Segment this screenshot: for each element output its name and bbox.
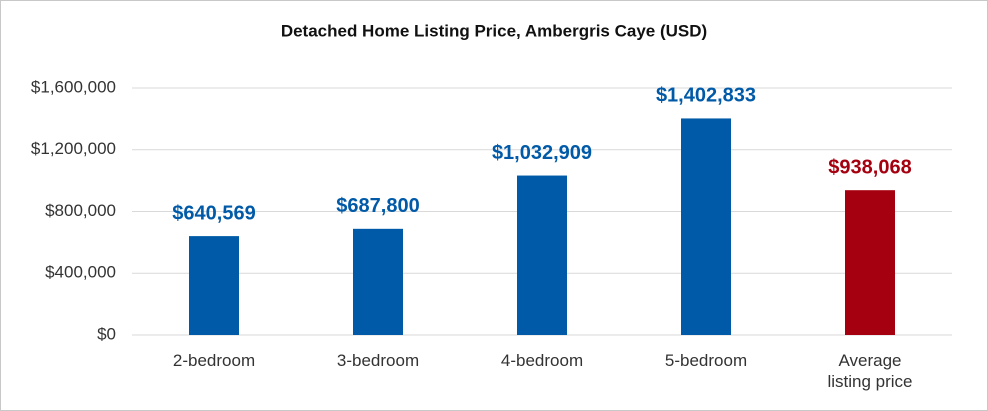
chart-title: Detached Home Listing Price, Ambergris C… — [281, 21, 707, 40]
y-tick-label: $400,000 — [45, 263, 116, 282]
bar — [845, 190, 895, 335]
bar — [681, 118, 731, 335]
y-tick-label: $1,600,000 — [31, 77, 116, 96]
data-label: $1,402,833 — [656, 85, 756, 107]
y-tick-label: $1,200,000 — [31, 139, 116, 158]
x-tick-label: 4-bedroom — [500, 351, 584, 370]
x-tick-label: 2-bedroom — [172, 351, 256, 370]
bar — [189, 236, 239, 335]
y-tick-label: $0 — [97, 324, 116, 343]
bar — [517, 175, 567, 335]
data-label: $640,569 — [172, 202, 255, 224]
x-tick-label: Average listing price — [827, 351, 913, 391]
data-label: $687,800 — [336, 195, 419, 217]
x-tick-label: 3-bedroom — [336, 351, 420, 370]
bar — [353, 228, 403, 335]
data-label: $938,068 — [828, 156, 911, 178]
x-tick-label: 5-bedroom — [664, 351, 748, 370]
data-label: $1,032,909 — [492, 142, 592, 164]
y-tick-label: $800,000 — [45, 201, 116, 220]
